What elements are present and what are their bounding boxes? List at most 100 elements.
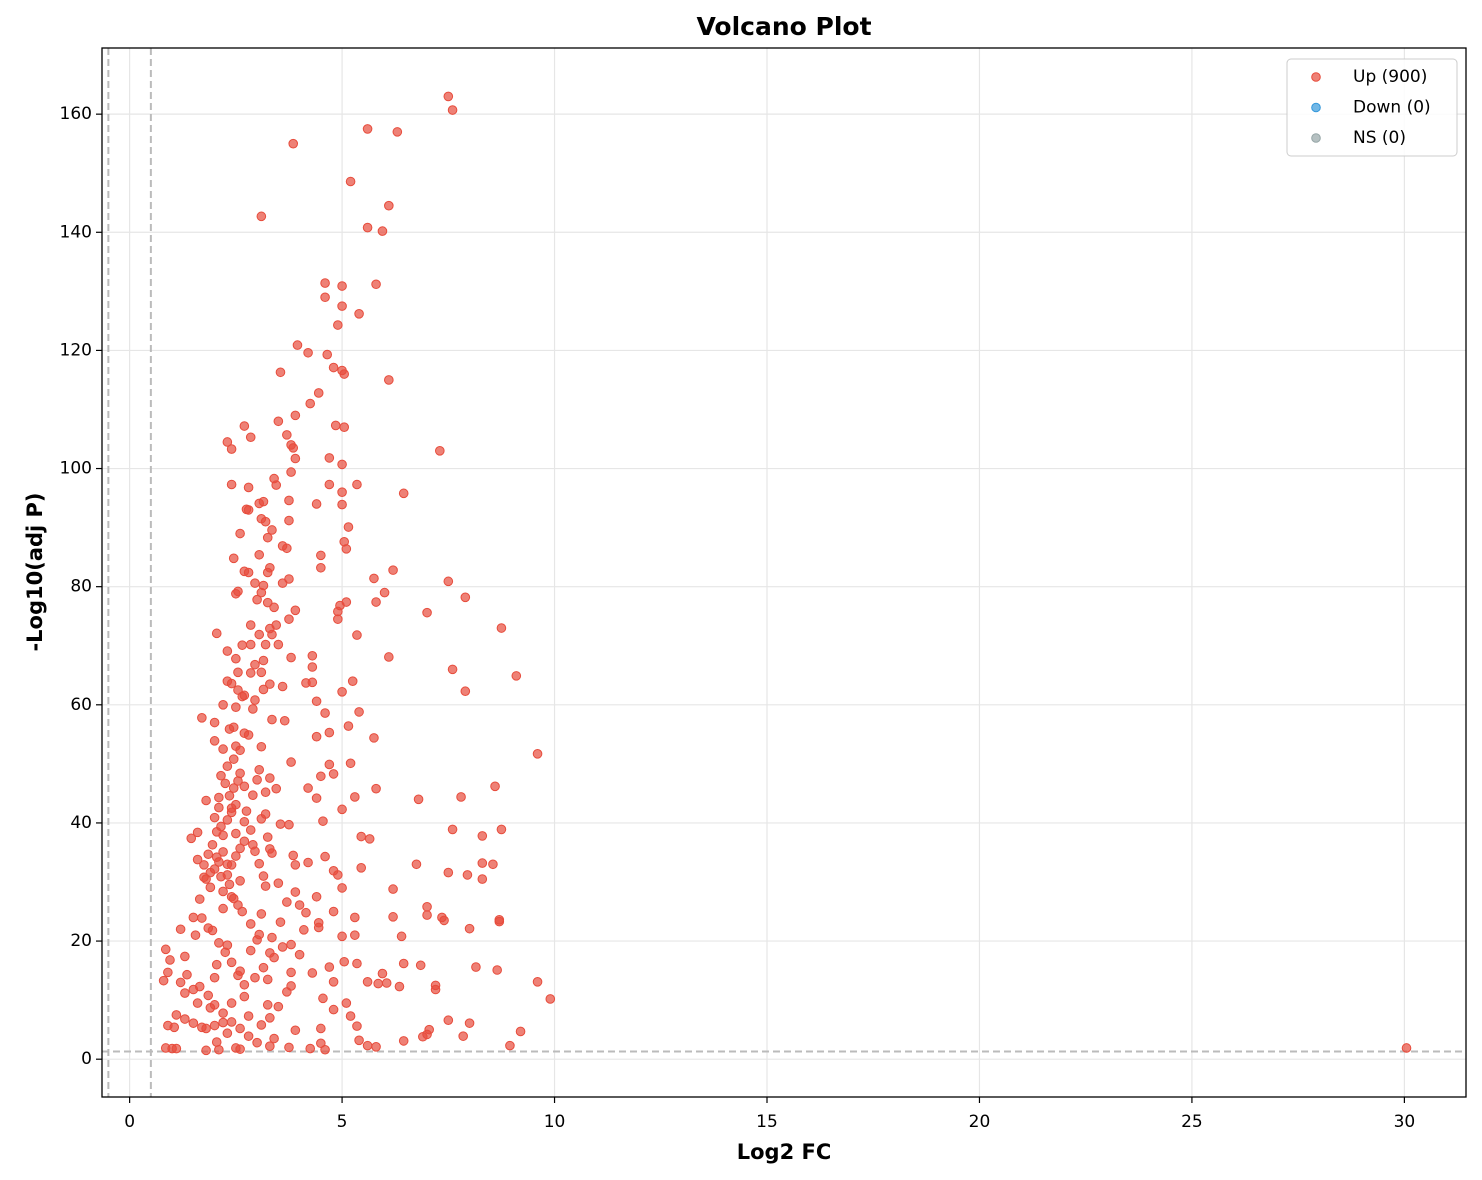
point [443, 91, 454, 102]
point [237, 691, 248, 702]
point [313, 388, 324, 398]
point [477, 831, 488, 841]
x-tick-label: 0 [124, 1112, 135, 1132]
point [292, 340, 303, 350]
point [199, 860, 209, 870]
point [245, 668, 256, 678]
point [209, 1000, 220, 1010]
point [320, 851, 330, 862]
point [222, 646, 233, 656]
point [356, 863, 367, 873]
point [339, 369, 350, 379]
point [384, 200, 394, 211]
point [222, 437, 233, 447]
point [328, 906, 339, 917]
point [307, 968, 318, 978]
point [279, 715, 290, 726]
point [337, 301, 347, 311]
x-tick-label: 25 [1181, 1112, 1203, 1132]
point [254, 858, 265, 869]
point [256, 909, 267, 919]
point [243, 482, 254, 493]
point [220, 778, 231, 789]
point [443, 1015, 454, 1026]
point [277, 942, 288, 952]
point [460, 592, 471, 603]
point [290, 410, 301, 421]
point [396, 931, 407, 942]
point [256, 741, 267, 752]
point [209, 717, 220, 728]
point [464, 1018, 475, 1028]
point [239, 816, 250, 827]
point [488, 859, 498, 870]
point [260, 787, 271, 798]
point [333, 614, 343, 624]
point [175, 924, 186, 935]
point [373, 978, 383, 989]
point [303, 347, 313, 358]
point [262, 974, 273, 985]
point [165, 955, 175, 965]
point [243, 730, 254, 740]
point [337, 931, 347, 942]
point [337, 687, 347, 697]
point [243, 1011, 254, 1021]
point [337, 883, 347, 893]
point [286, 757, 296, 767]
point [231, 799, 241, 810]
point [299, 925, 309, 935]
point [477, 874, 488, 884]
legend-label: Down (0) [1353, 98, 1431, 118]
point [209, 736, 220, 746]
point [250, 659, 260, 670]
legend-label: Up (900) [1353, 67, 1427, 87]
point [369, 733, 379, 743]
point [218, 903, 228, 914]
point [207, 839, 218, 850]
point [265, 1013, 275, 1023]
point [222, 1028, 233, 1039]
point [282, 897, 292, 907]
point [505, 1040, 515, 1051]
point [265, 679, 275, 689]
point [328, 362, 339, 373]
point [256, 667, 267, 678]
point [371, 783, 381, 794]
point [216, 821, 226, 832]
point [254, 549, 265, 560]
point [241, 806, 252, 816]
point [284, 1042, 294, 1053]
point [316, 562, 326, 573]
point [364, 834, 375, 844]
point [239, 781, 250, 792]
point [226, 479, 237, 490]
point [258, 962, 269, 973]
point [186, 833, 197, 844]
point [211, 628, 222, 639]
point [462, 870, 473, 880]
point [269, 1033, 279, 1044]
point [339, 422, 350, 432]
point [252, 775, 262, 785]
x-tick-label: 15 [756, 1112, 778, 1132]
point [320, 1044, 330, 1055]
point [328, 769, 339, 779]
point [1401, 1043, 1412, 1053]
point [324, 727, 335, 738]
point [209, 864, 220, 874]
point [235, 768, 245, 779]
point [277, 681, 288, 692]
point [371, 597, 381, 607]
point [188, 912, 199, 923]
point [214, 1044, 224, 1055]
point [243, 567, 254, 578]
point [188, 1018, 199, 1028]
point [311, 696, 322, 707]
point [492, 965, 502, 975]
point [320, 292, 330, 303]
point [228, 553, 239, 564]
point [267, 848, 277, 858]
point [169, 1022, 180, 1033]
